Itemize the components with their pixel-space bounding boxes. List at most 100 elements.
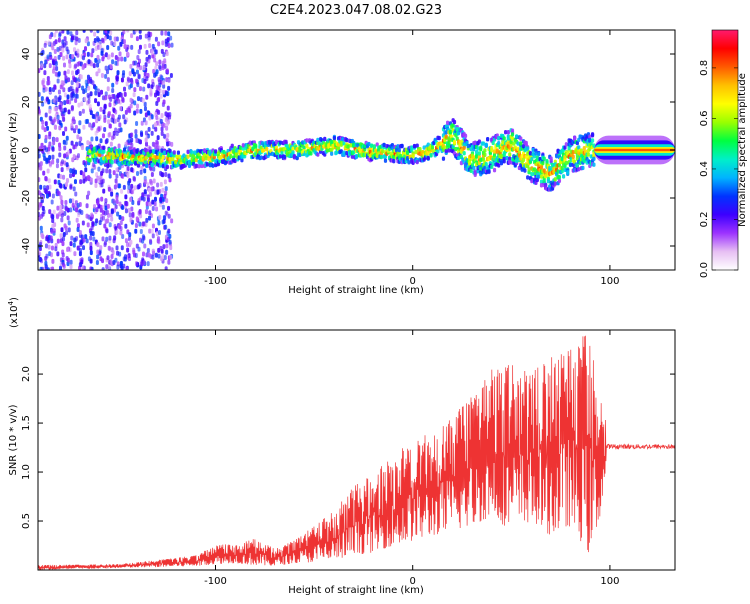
heatmap-cell [48, 154, 52, 160]
heatmap-cell [309, 151, 313, 156]
spectrogram-y-tick-label: 0 [21, 147, 32, 153]
heatmap-cell [68, 198, 72, 204]
heatmap-cell [38, 162, 41, 168]
heatmap-cell [129, 63, 133, 69]
heatmap-cell [468, 161, 472, 166]
heatmap-cell [89, 61, 93, 67]
heatmap-cell [68, 99, 72, 105]
heatmap-cell [96, 62, 100, 68]
heatmap-cell [94, 182, 98, 188]
colorbar-gradient [712, 30, 738, 270]
heatmap-cell [497, 135, 501, 141]
heatmap-cell [168, 177, 172, 183]
heatmap-cell [535, 177, 539, 183]
heatmap-cell [111, 87, 115, 93]
heatmap-cell [144, 209, 148, 215]
heatmap-cell [70, 235, 74, 241]
heatmap-cell [77, 212, 81, 218]
heatmap-cell [84, 46, 88, 52]
heatmap-cell [539, 174, 544, 179]
heatmap-cell [86, 74, 90, 80]
heatmap-cell [436, 148, 440, 154]
heatmap-cell [238, 149, 243, 154]
heatmap-cell [96, 200, 100, 206]
heatmap-cell [147, 126, 151, 132]
heatmap-cell [97, 68, 101, 74]
heatmap-cell [170, 42, 174, 48]
heatmap-cell [214, 149, 218, 154]
heatmap-cell [207, 156, 211, 162]
heatmap-cell [169, 72, 173, 78]
heatmap-cell [58, 146, 62, 152]
heatmap-cell [571, 149, 575, 155]
heatmap-cell [100, 72, 104, 78]
heatmap-cell [405, 156, 410, 161]
heatmap-cell [87, 85, 91, 91]
heatmap-cell [75, 82, 79, 88]
heatmap-cell [116, 98, 120, 104]
heatmap-cell [112, 198, 116, 204]
heatmap-cell [414, 149, 418, 155]
heatmap-cell [146, 194, 150, 200]
heatmap-cell [107, 54, 111, 60]
heatmap-cell [88, 148, 92, 154]
heatmap-cell [390, 142, 394, 148]
heatmap-cell [84, 87, 88, 93]
heatmap-cell [132, 175, 136, 181]
heatmap-cell [56, 46, 60, 52]
heatmap-cell [575, 163, 579, 169]
heatmap-cell [103, 117, 107, 123]
heatmap-cell [144, 112, 148, 118]
heatmap-cell [44, 236, 48, 242]
snr-y-tick-label: 1.0 [21, 464, 32, 480]
colorbar-tick-label: 0.6 [699, 110, 710, 126]
heatmap-cell [69, 183, 73, 189]
heatmap-cell [105, 168, 109, 174]
heatmap-cell [110, 216, 114, 222]
heatmap-cell [85, 146, 89, 152]
heatmap-cell [54, 71, 58, 77]
heatmap-cell [82, 171, 86, 177]
heatmap-cell [79, 136, 83, 142]
heatmap-cell [481, 141, 486, 146]
heatmap-cell [111, 155, 116, 160]
heatmap-cell [146, 261, 150, 267]
heatmap-cell [105, 69, 109, 75]
heatmap-cell [104, 30, 108, 34]
heatmap-cell [77, 102, 81, 108]
heatmap-cell [506, 136, 510, 141]
heatmap-cell [114, 204, 118, 210]
heatmap-cell [72, 242, 76, 248]
heatmap-cell [67, 109, 71, 115]
heatmap-cell [165, 121, 169, 127]
heatmap-cell [342, 150, 346, 155]
heatmap-cell [117, 45, 121, 51]
heatmap-cell [341, 137, 345, 142]
heatmap-cell [66, 246, 70, 252]
heatmap-cell [52, 98, 56, 104]
heatmap-cell [66, 215, 70, 221]
heatmap-cell [85, 213, 89, 219]
heatmap-cell [53, 32, 57, 38]
heatmap-cell [411, 153, 415, 159]
heatmap-cell [38, 190, 41, 196]
heatmap-cell [556, 169, 560, 174]
heatmap-cell [86, 140, 90, 146]
heatmap-cell [71, 88, 75, 94]
heatmap-cell [124, 200, 128, 206]
heatmap-cell [47, 80, 51, 86]
heatmap-cell [65, 256, 69, 262]
heatmap-cell [78, 141, 82, 147]
heatmap-cell [141, 192, 145, 198]
heatmap-cell [159, 202, 163, 208]
heatmap-cell [121, 73, 125, 79]
heatmap-cell [60, 167, 64, 173]
heatmap-cell [566, 170, 570, 175]
heatmap-cell [506, 130, 510, 135]
heatmap-cell [122, 39, 126, 45]
heatmap-cell [66, 165, 70, 171]
heatmap-cell [75, 217, 79, 223]
heatmap-cell [53, 49, 57, 55]
heatmap-cell [118, 214, 122, 220]
heatmap-cell [197, 163, 201, 169]
